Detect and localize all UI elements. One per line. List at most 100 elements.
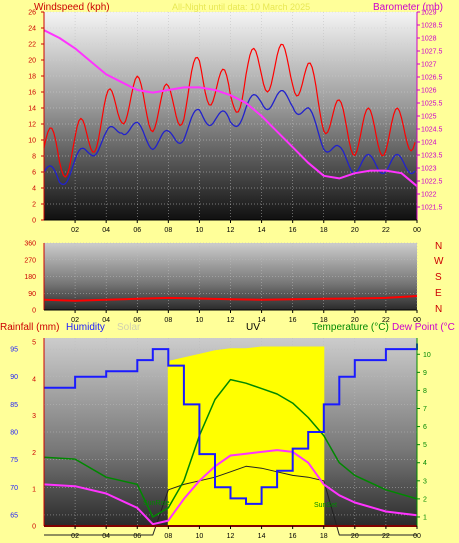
wind-title: Windspeed (kph)	[34, 2, 110, 13]
y-tick-label: 180	[24, 274, 36, 281]
x-tick-label: 22	[382, 317, 390, 324]
temperature-line	[43, 378, 418, 518]
y2-tick-label: 1025.5	[421, 101, 443, 108]
y-tick-label: 16	[28, 90, 36, 97]
compass-n-top: N	[435, 241, 442, 252]
wind-direction-line	[43, 295, 418, 302]
y-tick-label: 20	[28, 58, 36, 65]
y2-tick-label: 1028	[421, 36, 437, 43]
temp-tick-label: 7	[423, 406, 427, 413]
legend-humidity: Humidity	[66, 322, 105, 333]
y-tick-label: 360	[24, 241, 36, 248]
y-tick-label: 270	[24, 257, 36, 264]
y2-tick-label: 1027	[421, 62, 437, 69]
x-tick-label: 08	[164, 227, 172, 234]
x-tick-label: 14	[258, 533, 266, 540]
barometer-line	[43, 29, 418, 187]
humidity-tick-label: 80	[10, 430, 18, 437]
y2-tick-label: 1024.5	[421, 127, 443, 134]
humidity-tick-label: 90	[10, 374, 18, 381]
y-tick-label: 10	[28, 138, 36, 145]
direction-axes: 0 90 180 270 360 02 04 06 08 10 12 14 16 18 20 22 00	[24, 241, 421, 325]
y-tick-label: 6	[32, 170, 36, 177]
average-windspeedline	[43, 89, 416, 186]
x-tick-label: 00	[413, 227, 421, 234]
temp-tick-label: 8	[423, 388, 427, 395]
y2-tick-label: 1021.5	[421, 205, 443, 212]
y-tick-label: 26	[28, 10, 36, 17]
x-tick-label: 10	[196, 227, 204, 234]
windspeed-kph-line	[43, 43, 416, 178]
y-tick-label: 8	[32, 154, 36, 161]
y2-tick-label: 1026	[421, 88, 437, 95]
y2-tick-label: 1023	[421, 166, 437, 173]
wind-axes: 024681012141618202224261021.510221022.51…	[28, 10, 442, 235]
x-tick-label: 14	[258, 317, 266, 324]
y2-tick-label: 1022.5	[421, 179, 443, 186]
rain-tick-label: 5	[32, 340, 36, 347]
humidity-tick-label: 75	[10, 457, 18, 464]
rain-tick-label: 4	[32, 376, 36, 383]
x-tick-label: 16	[289, 317, 297, 324]
x-tick-label: 14	[258, 227, 266, 234]
x-tick-label: 10	[196, 533, 204, 540]
temp-tick-label: 10	[423, 352, 431, 359]
rain-tick-label: 3	[32, 413, 36, 420]
x-tick-label: 02	[71, 533, 79, 540]
solar-area	[167, 346, 325, 527]
temp-tick-label: 5	[423, 442, 427, 449]
rain-tick-label: 2	[32, 450, 36, 457]
y-tick-label: 2	[32, 202, 36, 209]
y-tick-label: 24	[28, 26, 36, 33]
x-tick-label: 06	[133, 533, 141, 540]
x-tick-label: 12	[227, 317, 235, 324]
x-tick-label: 18	[320, 317, 328, 324]
legend-dewpoint: Dew Point (°C	[392, 322, 455, 333]
x-tick-label: 06	[133, 227, 141, 234]
sunrise-label: SunRise	[143, 500, 170, 507]
humidity-line	[44, 343, 418, 505]
wind-subtitle: All-Night until data: 10 March 2025	[172, 2, 310, 12]
y2-tick-label: 1027.5	[421, 49, 443, 56]
x-tick-label: 16	[289, 533, 297, 540]
x-tick-label: 10	[196, 317, 204, 324]
y2-tick-label: 1023.5	[421, 153, 443, 160]
y-tick-label: 14	[28, 106, 36, 113]
y-tick-label: 90	[28, 291, 36, 298]
temp-tick-label: 4	[423, 460, 427, 467]
y-tick-label: 4	[32, 186, 36, 193]
x-tick-label: 22	[382, 227, 390, 234]
humidity-tick-label: 95	[10, 347, 18, 354]
temp-tick-label: 3	[423, 478, 427, 485]
x-tick-label: 12	[227, 227, 235, 234]
x-tick-label: 20	[351, 227, 359, 234]
compass-w: W	[434, 256, 444, 267]
y-tick-label: 0	[32, 308, 36, 315]
x-tick-label: 22	[382, 533, 390, 540]
dewpoint-line	[43, 449, 418, 526]
x-tick-label: 04	[102, 533, 110, 540]
legend-solar: Solar	[117, 322, 141, 333]
humidity-tick-label: 70	[10, 485, 18, 492]
y2-tick-label: 1028.5	[421, 23, 443, 30]
direction-series	[43, 295, 418, 302]
x-tick-label: 18	[320, 227, 328, 234]
barometer-title: Barometer (mb)	[373, 2, 443, 13]
x-tick-label: 16	[289, 227, 297, 234]
compass-s: S	[435, 272, 442, 283]
x-tick-label: 08	[164, 533, 172, 540]
y2-tick-label: 1029	[421, 10, 437, 17]
y-tick-label: 18	[28, 74, 36, 81]
x-tick-label: 12	[227, 533, 235, 540]
humidity-tick-label: 85	[10, 402, 18, 409]
x-tick-label: 04	[102, 317, 110, 324]
legend-rainfall: Rainfall (mm)	[0, 322, 59, 333]
rain-tick-label: 1	[32, 487, 36, 494]
y-tick-label: 12	[28, 122, 36, 129]
x-tick-label: 06	[133, 317, 141, 324]
x-tick-label: 20	[351, 533, 359, 540]
wind-series	[43, 29, 418, 187]
